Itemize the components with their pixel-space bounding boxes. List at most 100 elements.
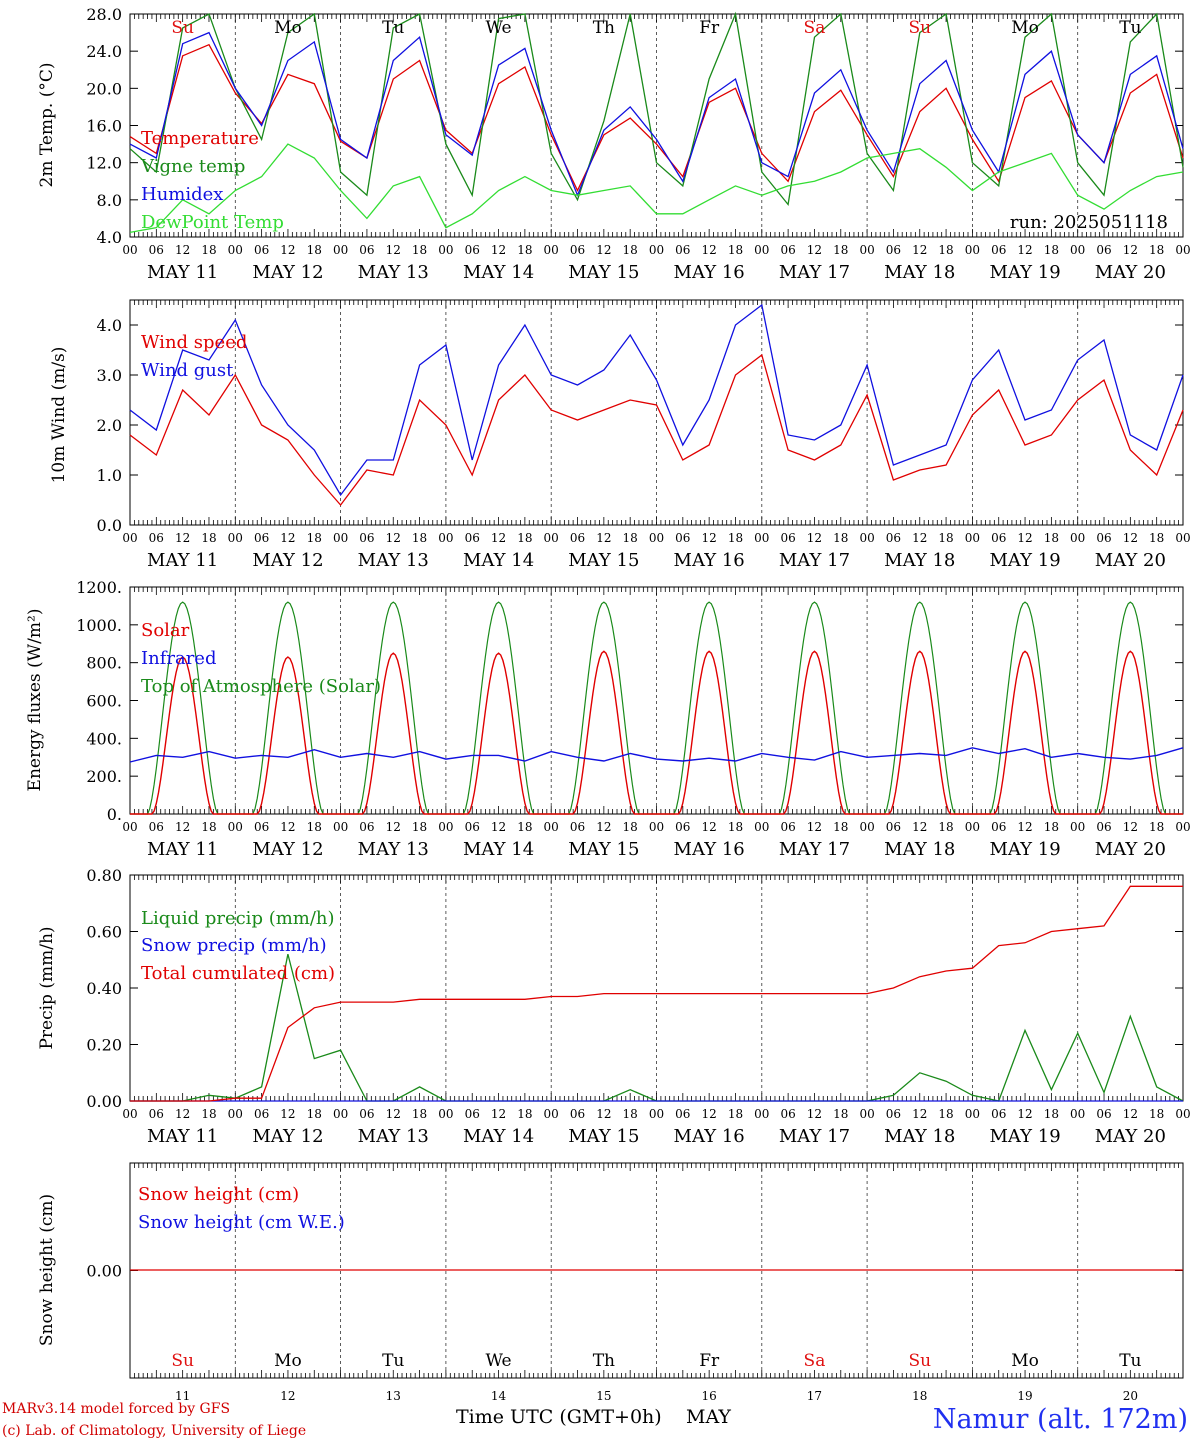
hour-label: 18 xyxy=(1149,820,1164,834)
ytick-label: 16.0 xyxy=(86,117,122,136)
hour-label: 06 xyxy=(359,531,374,545)
panel-border xyxy=(129,299,1184,526)
snow-ylabel: Snow height (cm) xyxy=(37,1194,57,1346)
weekday-label: Su xyxy=(908,1351,931,1371)
hour-label: 06 xyxy=(570,1107,585,1121)
day-label: MAY 12 xyxy=(252,262,323,283)
wind-panel: 10m Wind (m/s) 0.0 1.0 2.0 3.0 4.0 Wind spee… xyxy=(49,299,1191,571)
hour-label: 18 xyxy=(833,1107,848,1121)
day-number: 13 xyxy=(386,1389,401,1403)
legend-total-cumulated: Total cumulated (cm) xyxy=(141,963,335,984)
day-label: MAY 15 xyxy=(568,839,639,860)
legend-snow-height: Snow height (cm) xyxy=(138,1184,299,1205)
hour-label: 06 xyxy=(465,243,480,257)
hour-label: 00 xyxy=(122,531,137,545)
day-number: 19 xyxy=(1017,1389,1032,1403)
weekday-label: Su xyxy=(908,18,931,38)
hour-label: 18 xyxy=(833,820,848,834)
ytick-label: 0.00 xyxy=(86,1092,122,1111)
day-label: MAY 19 xyxy=(989,1126,1060,1147)
hour-label: 06 xyxy=(886,820,901,834)
hour-label: 18 xyxy=(1044,1107,1059,1121)
ytick-label: 0.60 xyxy=(86,923,122,942)
ytick-label: 600. xyxy=(86,692,122,711)
hour-label: 00 xyxy=(544,1107,559,1121)
hour-label: 18 xyxy=(517,1107,532,1121)
hour-label: 18 xyxy=(307,820,322,834)
hour-label: 18 xyxy=(728,820,743,834)
hour-label: 18 xyxy=(623,243,638,257)
hour-label: 00 xyxy=(438,243,453,257)
legend-liquid-precip: Liquid precip (mm/h) xyxy=(141,908,335,929)
hour-label: 06 xyxy=(991,820,1006,834)
hour-label: 12 xyxy=(912,243,927,257)
hour-label: 12 xyxy=(807,820,822,834)
hour-label: 06 xyxy=(991,243,1006,257)
wind-ylabel: 10m Wind (m/s) xyxy=(49,347,69,484)
hour-label: 00 xyxy=(122,243,137,257)
day-label: MAY 20 xyxy=(1095,262,1166,283)
day-label: MAY 17 xyxy=(779,550,850,571)
series-line xyxy=(130,885,1183,1102)
hour-label: 18 xyxy=(412,531,427,545)
hour-label: 18 xyxy=(1044,531,1059,545)
hour-label: 18 xyxy=(307,243,322,257)
hour-label: 18 xyxy=(728,243,743,257)
weekday-label: Th xyxy=(593,18,615,38)
hour-label: 12 xyxy=(175,820,190,834)
hour-label: 06 xyxy=(780,243,795,257)
hour-label: 00 xyxy=(438,531,453,545)
precip-panel: Precip (mm/h) 0.00 0.20 0.40 0.60 0.80 Liqui… xyxy=(37,866,1191,1147)
hour-label: 18 xyxy=(623,531,638,545)
series-line xyxy=(129,11,1184,207)
legend-snow-precip: Snow precip (mm/h) xyxy=(141,935,327,956)
hour-label: 12 xyxy=(807,531,822,545)
day-label: MAY 11 xyxy=(147,550,218,571)
hour-label: 00 xyxy=(1070,820,1085,834)
temperature-weekday-labels: Su Mo Tu We Th Fr Sa Su Mo Tu xyxy=(171,18,1141,38)
hour-label: 00 xyxy=(1070,531,1085,545)
ytick-label: 800. xyxy=(86,654,122,673)
hour-label: 06 xyxy=(991,531,1006,545)
hour-label: 06 xyxy=(254,531,269,545)
day-label: MAY 14 xyxy=(463,1126,534,1147)
hour-label: 00 xyxy=(859,243,874,257)
hour-label: 06 xyxy=(780,820,795,834)
hour-label: 00 xyxy=(544,820,559,834)
hour-label: 12 xyxy=(491,820,506,834)
series-line xyxy=(129,143,1184,234)
day-label: MAY 13 xyxy=(358,262,429,283)
legend-solar: Solar xyxy=(141,620,190,641)
day-label: MAY 17 xyxy=(779,839,850,860)
day-number: 11 xyxy=(175,1389,190,1403)
hour-label: 00 xyxy=(1175,243,1190,257)
hour-label: 12 xyxy=(912,531,927,545)
hour-label: 06 xyxy=(886,531,901,545)
weekday-label: Tu xyxy=(382,1351,404,1371)
precip-series xyxy=(130,885,1184,1102)
weekday-label: Fr xyxy=(699,18,720,38)
snow-weekday-labels: Su Mo Tu We Th Fr Sa Su Mo Tu xyxy=(171,1351,1141,1371)
ytick-label: 8.0 xyxy=(97,191,122,210)
hour-label: 12 xyxy=(491,531,506,545)
weekday-label: Th xyxy=(593,1351,615,1371)
hour-label: 00 xyxy=(438,820,453,834)
ytick-label: 400. xyxy=(86,729,122,748)
hour-label: 06 xyxy=(149,243,164,257)
hour-label: 12 xyxy=(280,1107,295,1121)
hour-label: 00 xyxy=(122,820,137,834)
day-label: MAY 13 xyxy=(358,1126,429,1147)
series-line xyxy=(129,31,1184,197)
hour-label: 06 xyxy=(1096,820,1111,834)
hour-label: 00 xyxy=(859,531,874,545)
hour-label: 06 xyxy=(570,531,585,545)
hour-label: 18 xyxy=(412,820,427,834)
weekday-label: Mo xyxy=(1011,1351,1039,1371)
weekday-label: Fr xyxy=(699,1351,720,1371)
hour-label: 18 xyxy=(517,531,532,545)
ytick-label: 0.00 xyxy=(86,1262,122,1281)
day-number: 17 xyxy=(807,1389,822,1403)
hour-label: 12 xyxy=(596,243,611,257)
day-number: 15 xyxy=(596,1389,611,1403)
day-label: MAY 14 xyxy=(463,550,534,571)
